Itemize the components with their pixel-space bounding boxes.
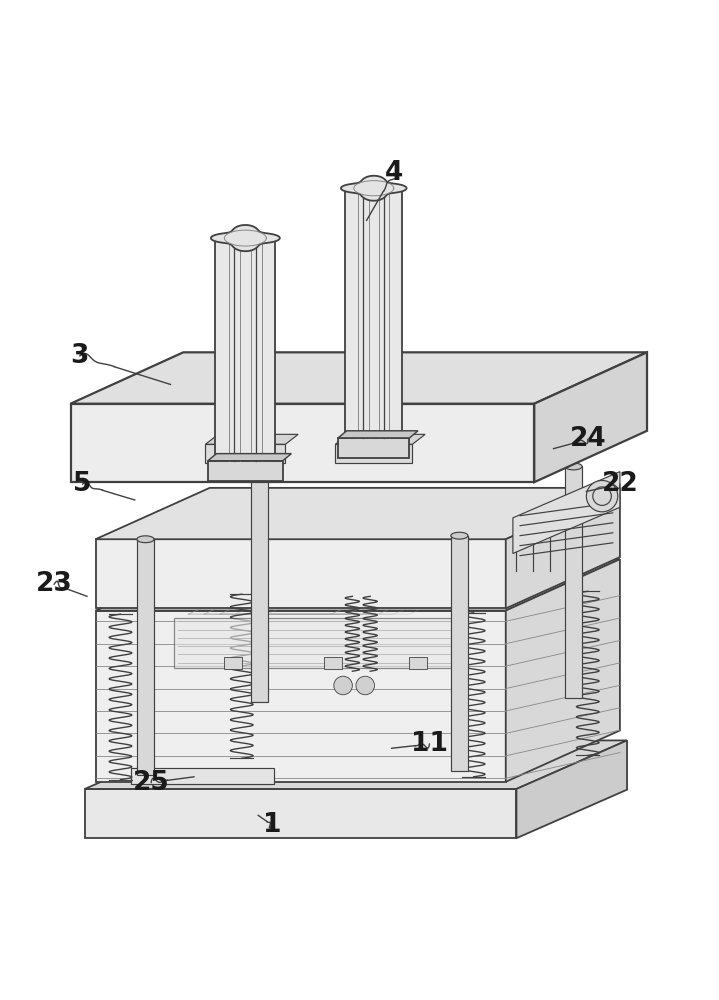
Polygon shape [451,536,468,771]
Circle shape [334,676,352,695]
Text: 22: 22 [602,471,638,497]
Polygon shape [335,434,425,444]
Polygon shape [96,539,505,608]
Polygon shape [251,470,268,702]
Polygon shape [206,444,285,463]
Polygon shape [137,539,154,775]
Text: 25: 25 [133,770,170,796]
Polygon shape [85,740,627,789]
Polygon shape [505,559,620,782]
Text: 11: 11 [411,731,448,757]
Polygon shape [174,618,459,668]
Polygon shape [96,611,505,782]
Polygon shape [216,240,275,461]
Polygon shape [211,225,280,251]
Polygon shape [70,352,647,404]
Polygon shape [341,176,406,201]
Polygon shape [565,466,582,698]
Circle shape [587,480,618,512]
Polygon shape [345,190,403,438]
Text: 5: 5 [73,471,92,497]
Polygon shape [208,454,291,461]
Polygon shape [565,463,582,470]
Polygon shape [206,434,298,444]
Text: 1: 1 [263,812,282,838]
Polygon shape [208,461,283,481]
Polygon shape [338,431,418,438]
Polygon shape [131,768,274,784]
Text: 23: 23 [36,571,73,597]
Text: 3: 3 [70,343,89,369]
Text: 4: 4 [385,160,403,186]
Polygon shape [85,789,516,838]
Text: 24: 24 [569,426,606,452]
Polygon shape [96,488,620,539]
Polygon shape [505,488,620,608]
Polygon shape [224,657,242,669]
Polygon shape [70,404,534,482]
Polygon shape [96,559,620,611]
Polygon shape [516,740,627,838]
Polygon shape [534,352,647,482]
Polygon shape [338,438,409,458]
Polygon shape [409,657,427,669]
Polygon shape [324,657,342,669]
Polygon shape [513,472,620,554]
Circle shape [356,676,375,695]
Polygon shape [137,536,154,543]
Polygon shape [335,444,412,463]
Polygon shape [251,467,268,473]
Polygon shape [451,532,468,539]
